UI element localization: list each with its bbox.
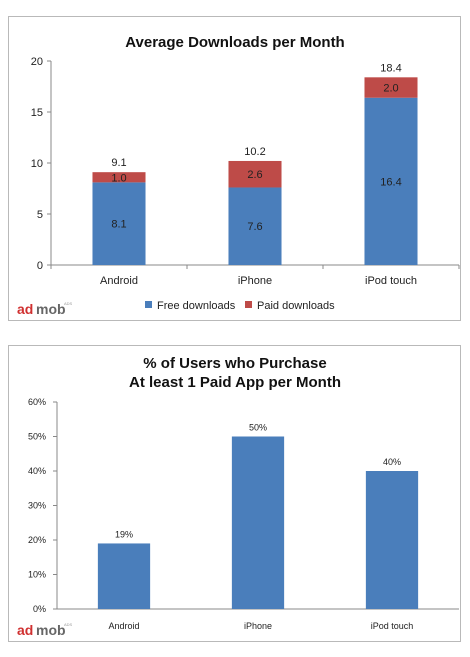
y-tick-label: 15 <box>31 107 43 119</box>
legend-label-paid: Paid downloads <box>257 300 335 312</box>
y-tick-label: 10% <box>28 570 46 580</box>
logo-small: ADS <box>64 301 73 306</box>
x-tick-label: iPod touch <box>371 621 414 631</box>
purchase-chart-panel: % of Users who Purchase At least 1 Paid … <box>8 345 461 642</box>
x-tick-label: Android <box>100 275 138 287</box>
x-tick-label: iPhone <box>244 621 272 631</box>
admob-logo: ad mob ADS <box>17 622 73 638</box>
y-tick-label: 20% <box>28 535 46 545</box>
data-labels: 19% 50% 40% <box>115 423 401 540</box>
total-value-label: 9.1 <box>111 157 126 169</box>
value-label: 19% <box>115 529 133 539</box>
bar <box>365 471 419 609</box>
chart-title-line1: % of Users who Purchase <box>143 355 326 372</box>
bar <box>231 436 285 609</box>
chart-title: Average Downloads per Month <box>125 34 344 51</box>
paid-value-label: 1.0 <box>111 172 126 184</box>
legend-swatch-free <box>145 301 152 308</box>
x-tick-label: iPod touch <box>365 275 417 287</box>
paid-value-label: 2.0 <box>383 83 398 95</box>
admob-logo: ad mob ADS <box>17 301 73 317</box>
logo-mob: mob <box>36 301 66 317</box>
value-label: 40% <box>383 457 401 467</box>
free-value-label: 16.4 <box>380 176 401 188</box>
bar-paid <box>228 160 282 188</box>
logo-ad: ad <box>17 301 33 317</box>
y-tick-label: 20 <box>31 56 43 68</box>
chart-title-line2: At least 1 Paid App per Month <box>129 374 341 391</box>
bar <box>97 543 151 609</box>
y-tick-label: 30% <box>28 501 46 511</box>
bars <box>92 77 418 265</box>
bar-free <box>228 187 282 265</box>
bar-paid <box>92 172 146 183</box>
logo-mob: mob <box>36 622 66 638</box>
y-tick-label: 60% <box>28 397 46 407</box>
downloads-chart: Average Downloads per Month 0 5 10 15 20 Andr… <box>17 34 460 317</box>
legend-label-free: Free downloads <box>157 300 236 312</box>
logo-small: ADS <box>64 622 73 627</box>
x-tick-label: iPhone <box>238 275 272 287</box>
bar-free <box>364 97 418 265</box>
legend-swatch-paid <box>245 301 252 308</box>
free-value-label: 8.1 <box>111 219 126 231</box>
legend: Free downloads Paid downloads <box>145 300 335 312</box>
free-value-label: 7.6 <box>247 221 262 233</box>
value-label: 50% <box>249 423 267 433</box>
bar-paid <box>364 77 418 98</box>
x-tick-label: Android <box>108 621 139 631</box>
y-tick-label: 10 <box>31 158 43 170</box>
y-tick-label: 40% <box>28 466 46 476</box>
y-tick-label: 0% <box>33 604 46 614</box>
paid-value-label: 2.6 <box>247 169 262 181</box>
total-value-label: 10.2 <box>244 146 265 158</box>
y-tick-label: 50% <box>28 432 46 442</box>
downloads-chart-panel: Average Downloads per Month 0 5 10 15 20 Andr… <box>8 16 461 321</box>
y-tick-label: 0 <box>37 260 43 272</box>
logo-ad: ad <box>17 622 33 638</box>
bar-free <box>92 182 146 265</box>
data-labels: 8.1 1.0 9.1 7.6 2.6 10.2 16.4 2.0 18.4 <box>111 62 401 233</box>
total-value-label: 18.4 <box>380 62 401 74</box>
purchase-chart: % of Users who Purchase At least 1 Paid … <box>17 355 459 638</box>
y-tick-label: 5 <box>37 209 43 221</box>
bars <box>97 436 419 609</box>
